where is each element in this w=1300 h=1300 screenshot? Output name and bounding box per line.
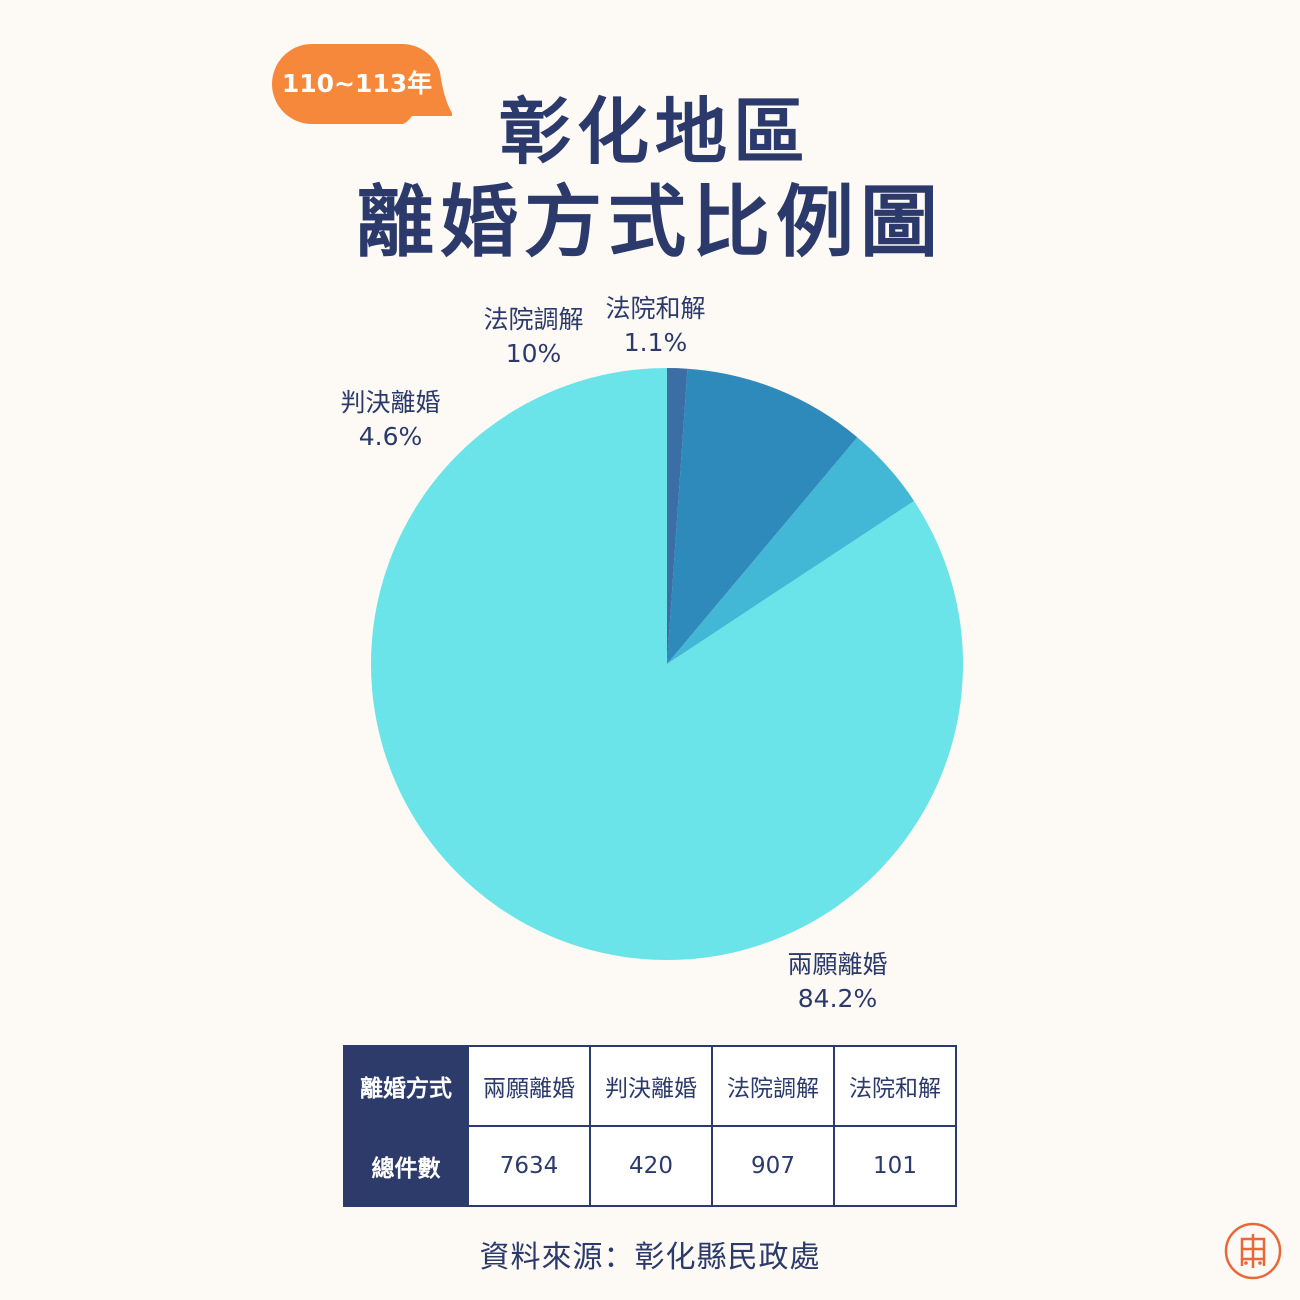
pie-label-mutual-name: 兩願離婚 [787, 950, 888, 979]
pie-label-mediation-name: 法院調解 [483, 305, 584, 334]
table-header-method: 離婚方式 [343, 1045, 469, 1127]
title-line-1: 彰化地區 [498, 90, 811, 174]
data-table: 離婚方式 兩願離婚 判決離婚 法院調解 法院和解 總件數 7634 420 90… [343, 1045, 957, 1207]
table-cell: 101 [833, 1125, 957, 1207]
pie-label-settlement-name: 法院和解 [605, 294, 706, 323]
pie-slice-mutual [370, 368, 963, 961]
table-cell: 7634 [467, 1125, 591, 1207]
brand-logo-icon [1224, 1222, 1282, 1280]
year-badge: 110~113年 [272, 44, 452, 124]
pie-chart [370, 368, 963, 961]
table-cell: 法院和解 [833, 1045, 957, 1127]
pie-slice-judgment [667, 437, 915, 664]
data-source: 資料來源：彰化縣民政處 [479, 1240, 821, 1275]
table-cell: 法院調解 [711, 1045, 835, 1127]
pie-label-settlement: 法院和解 1.1% [578, 292, 733, 360]
table-header-count: 總件數 [343, 1125, 469, 1207]
table-cell: 判決離婚 [589, 1045, 713, 1127]
pie-label-mediation: 法院調解 10% [456, 303, 611, 371]
table-row-count: 總件數 7634 420 907 101 [343, 1125, 957, 1207]
pie-label-judgment-value: 4.6% [358, 422, 423, 451]
title-line-2: 離婚方式比例圖 [355, 178, 944, 268]
year-badge-text: 110~113年 [281, 69, 433, 98]
table-cell: 907 [711, 1125, 835, 1207]
pie-label-judgment-name: 判決離婚 [340, 388, 441, 417]
table-cell: 兩願離婚 [467, 1045, 591, 1127]
table-cell: 420 [589, 1125, 713, 1207]
pie-slice-mediation [667, 368, 858, 664]
table-row-method: 離婚方式 兩願離婚 判決離婚 法院調解 法院和解 [343, 1045, 957, 1127]
pie-label-mediation-value: 10% [505, 339, 562, 368]
pie-label-judgment: 判決離婚 4.6% [313, 386, 468, 454]
pie-label-mutual-value: 84.2% [797, 984, 878, 1013]
pie-label-mutual: 兩願離婚 84.2% [760, 948, 915, 1016]
pie-slice-settlement [667, 368, 688, 664]
pie-label-settlement-value: 1.1% [623, 328, 688, 357]
